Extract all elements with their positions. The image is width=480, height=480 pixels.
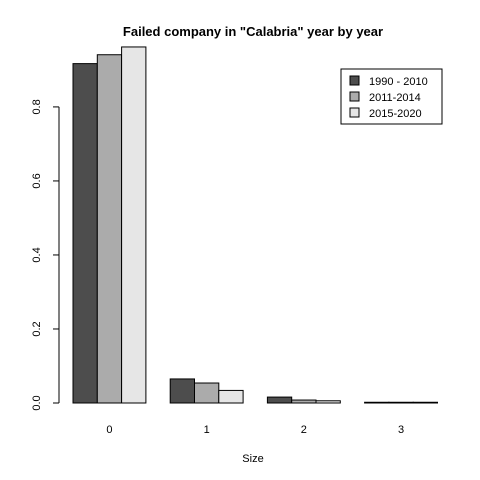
y-tick-label: 0.2 bbox=[31, 321, 43, 336]
legend-swatch bbox=[349, 107, 360, 118]
legend: 1990 - 2010 2011-2014 2015-2020 bbox=[340, 68, 443, 125]
bar bbox=[121, 46, 147, 404]
bar bbox=[412, 401, 439, 404]
chart-title: Failed company in "Calabria" year by yea… bbox=[123, 24, 383, 39]
bar bbox=[96, 54, 123, 404]
bar bbox=[315, 400, 341, 404]
bar bbox=[364, 401, 390, 404]
x-axis-title: Size bbox=[242, 453, 263, 465]
bar bbox=[194, 382, 220, 404]
bar bbox=[266, 396, 293, 404]
legend-swatch bbox=[349, 91, 360, 102]
bars bbox=[72, 46, 439, 404]
x-tick-label: 2 bbox=[301, 424, 307, 436]
legend-label: 2011-2014 bbox=[369, 92, 421, 104]
y-tick-label: 0.0 bbox=[31, 395, 43, 410]
bar bbox=[169, 378, 195, 404]
bar bbox=[388, 401, 414, 404]
legend-label: 2015-2020 bbox=[369, 108, 422, 120]
y-axis: 0.0 0.2 0.4 0.6 0.8 bbox=[31, 99, 60, 411]
x-tick-label: 1 bbox=[204, 424, 210, 436]
bar bbox=[218, 389, 244, 404]
x-axis-labels: 0 1 2 3 bbox=[106, 424, 404, 436]
y-tick-label: 0.6 bbox=[31, 173, 43, 188]
y-tick-label: 0.4 bbox=[31, 247, 43, 262]
bar bbox=[291, 399, 317, 404]
legend-label: 1990 - 2010 bbox=[369, 76, 428, 88]
y-tick-label: 0.8 bbox=[31, 99, 43, 114]
x-tick-label: 3 bbox=[398, 424, 404, 436]
legend-swatch bbox=[349, 75, 360, 86]
x-tick-label: 0 bbox=[106, 424, 112, 436]
bar bbox=[72, 63, 98, 404]
